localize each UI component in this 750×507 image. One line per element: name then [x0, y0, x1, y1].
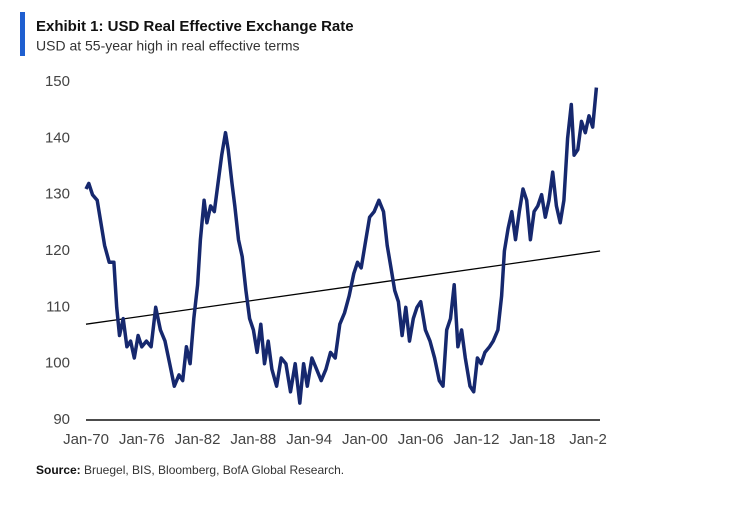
x-tick-label: Jan-06: [398, 431, 444, 448]
x-tick-label: Jan-18: [509, 431, 555, 448]
x-tick-label: Jan-82: [175, 431, 221, 448]
trend-line: [85, 250, 601, 325]
y-tick-label: 140: [45, 129, 70, 146]
x-tick-label: Jan-00: [342, 431, 388, 448]
source-label: Source:: [36, 463, 81, 477]
y-tick-label: 120: [45, 242, 70, 259]
y-tick-label: 90: [53, 411, 70, 428]
y-tick-label: 150: [45, 73, 70, 90]
source: Bruegel, BIS, Bloomberg, BofA Global Res…: [84, 463, 344, 477]
x-tick-label: Jan-88: [230, 431, 276, 448]
x-tick-label: Jan-94: [286, 431, 332, 448]
chart-subtitle: USD at 55-year high in real effective te…: [36, 38, 300, 54]
series-line: [84, 87, 599, 405]
x-tick-label: Jan-12: [454, 431, 500, 448]
y-tick-label: 110: [46, 298, 70, 315]
chart-title: Exhibit 1: USD Real Effective Exchange R…: [36, 18, 354, 35]
x-tick-label: Jan-76: [119, 431, 165, 448]
x-tick-label: Jan-70: [63, 431, 109, 448]
y-tick-label: 130: [45, 186, 70, 203]
x-tick-label: Jan-2: [569, 431, 607, 448]
y-tick-label: 100: [45, 355, 70, 372]
title-accent: [20, 12, 25, 56]
